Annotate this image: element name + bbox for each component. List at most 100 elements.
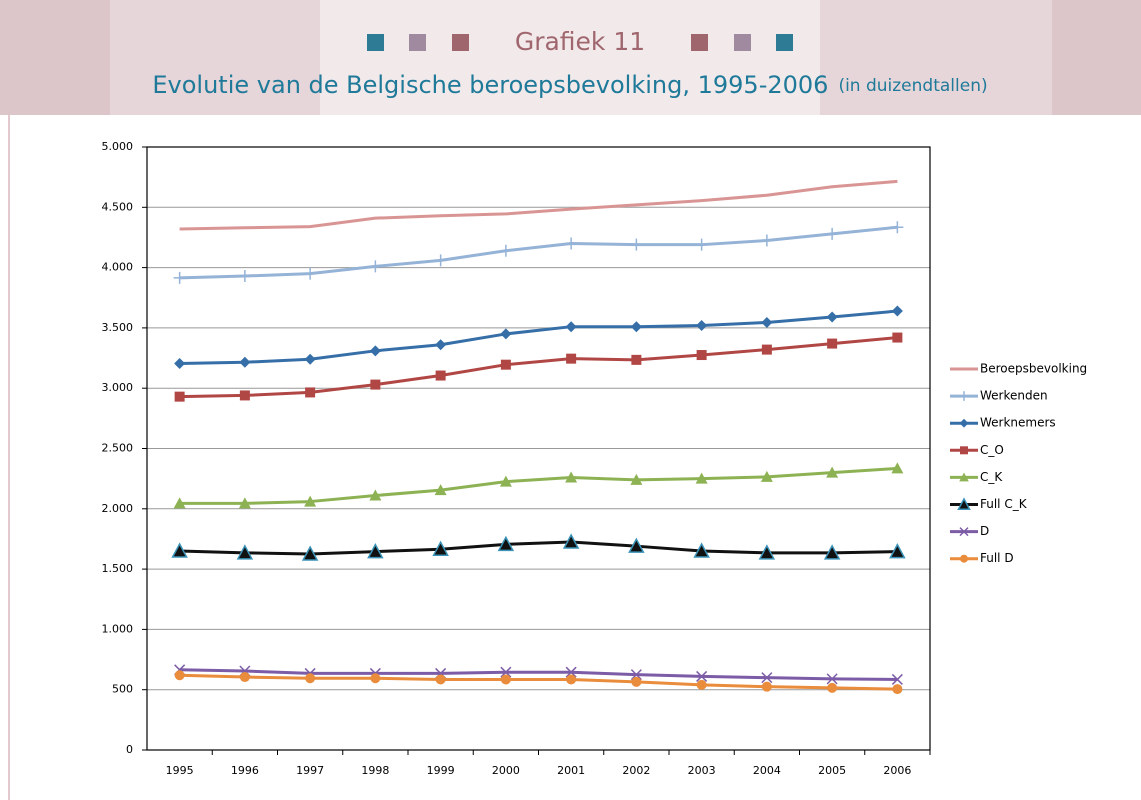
data-point (827, 682, 838, 693)
data-point (367, 543, 384, 559)
x-tick-label: 2002 (622, 764, 650, 777)
series-line (179, 225, 898, 280)
data-point (760, 470, 773, 482)
data-point (304, 495, 317, 507)
x-tick-label: 2005 (818, 764, 846, 777)
y-tick-label: 1.500 (102, 562, 134, 575)
data-point (761, 672, 773, 684)
data-point (889, 543, 906, 559)
legend-marker (959, 391, 969, 401)
data-point (497, 535, 515, 552)
y-tick-label: 500 (112, 683, 133, 696)
deco-square (409, 34, 426, 51)
y-tick-label: 3.000 (102, 381, 134, 394)
x-tick-label: 2000 (492, 764, 520, 777)
data-point (630, 473, 643, 485)
data-point (370, 379, 381, 390)
data-point (826, 466, 839, 478)
data-point (500, 359, 511, 370)
legend-label: C_K (980, 470, 1003, 484)
legend-marker (960, 446, 968, 455)
data-point (891, 221, 904, 234)
legend-marker (959, 527, 969, 537)
series-line (179, 673, 898, 691)
data-point (565, 237, 578, 250)
data-point (370, 673, 381, 684)
data-point (760, 234, 773, 247)
header-block (0, 0, 110, 115)
legend-label: Werkenden (980, 389, 1048, 403)
data-point (696, 319, 708, 331)
data-point (565, 321, 577, 333)
legend-label: Beroepsbevolking (980, 362, 1087, 376)
y-tick-label: 2.500 (102, 442, 134, 455)
x-tick-label: 1998 (361, 764, 389, 777)
y-tick-label: 0 (126, 743, 133, 756)
data-point (369, 489, 382, 501)
data-point (236, 544, 254, 560)
data-point (823, 544, 841, 560)
x-tick-label: 1999 (427, 764, 455, 777)
legend-label: C_O (980, 443, 1004, 457)
subtitle: Evolutie van de Belgische beroepsbevolki… (152, 71, 828, 99)
series-line (179, 179, 898, 231)
x-tick-label: 2001 (557, 764, 585, 777)
data-point (239, 390, 250, 401)
data-point (892, 332, 903, 343)
data-point (500, 674, 511, 685)
data-point (891, 305, 903, 317)
unit-note: (in duizendtallen) (838, 76, 987, 96)
data-point (826, 311, 838, 323)
data-point (761, 316, 773, 328)
header-block (1052, 0, 1141, 115)
data-point (499, 244, 512, 257)
data-point (761, 681, 772, 692)
data-point (239, 672, 250, 683)
data-point (562, 533, 580, 549)
legend-label: Werknemers (980, 416, 1056, 430)
legend-label: Full C_K (980, 497, 1028, 511)
data-point (631, 354, 642, 365)
series-line (179, 540, 898, 556)
data-point (174, 391, 185, 402)
data-point (696, 350, 707, 361)
data-point (173, 271, 186, 284)
data-point (696, 670, 708, 682)
data-point (500, 328, 512, 340)
data-point (695, 472, 708, 484)
chart-title: Grafiek 11 (515, 27, 645, 56)
data-point (630, 238, 643, 251)
data-point (696, 679, 707, 690)
x-tick-label: 2003 (688, 764, 716, 777)
series-line (179, 668, 898, 681)
data-point (434, 254, 447, 267)
data-point (305, 673, 316, 684)
data-point (173, 497, 186, 509)
legend-marker (959, 418, 969, 428)
data-point (695, 238, 708, 251)
data-point (435, 674, 446, 685)
y-tick-label: 5.000 (102, 140, 134, 153)
data-point (301, 545, 319, 561)
y-tick-label: 4.500 (102, 200, 134, 213)
data-point (499, 475, 512, 487)
data-point (432, 540, 449, 556)
data-point (761, 344, 772, 355)
deco-square (691, 34, 708, 51)
data-point (369, 345, 381, 357)
data-point (826, 673, 838, 685)
data-point (891, 673, 903, 685)
x-tick-label: 1995 (166, 764, 194, 777)
series-line (179, 309, 898, 365)
series-line (179, 336, 898, 399)
data-point (892, 684, 903, 695)
data-point (630, 321, 642, 333)
x-tick-label: 2006 (883, 764, 911, 777)
data-point (174, 357, 186, 369)
data-point (693, 542, 710, 558)
data-point (565, 666, 577, 678)
data-point (827, 338, 838, 349)
series-line (179, 466, 898, 505)
data-point (171, 542, 188, 558)
